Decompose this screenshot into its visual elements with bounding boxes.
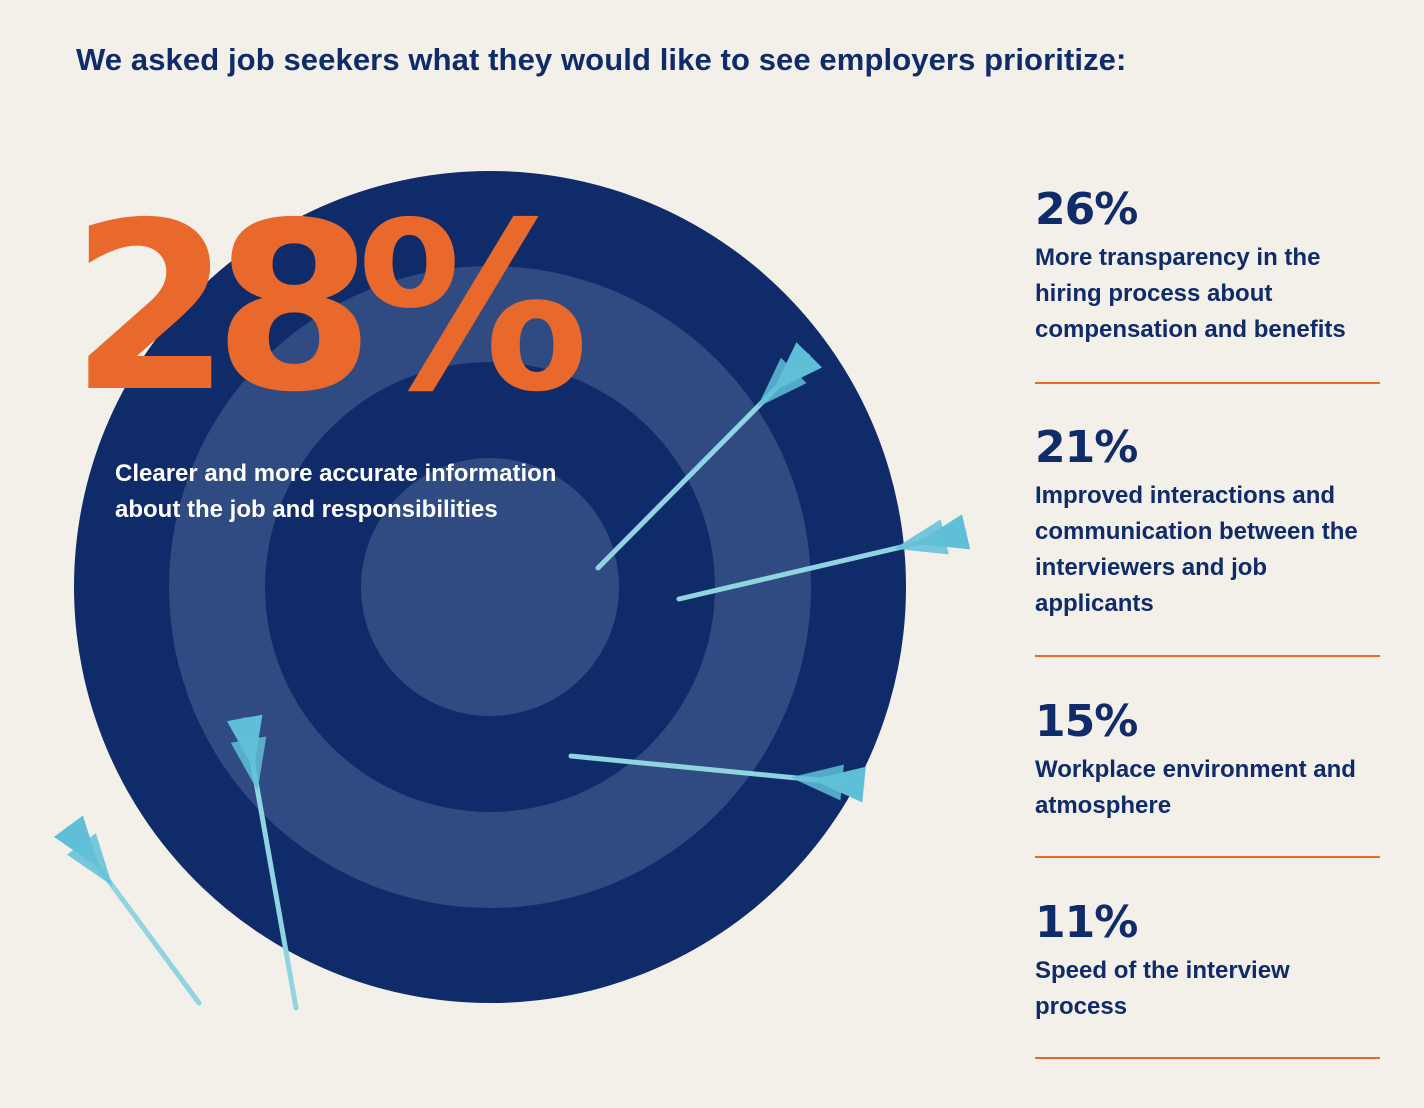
arrow-fletching — [67, 833, 113, 886]
divider — [1035, 382, 1380, 384]
main-stat-value: 28% — [70, 173, 583, 443]
divider — [1035, 655, 1380, 657]
divider — [1035, 856, 1380, 858]
arrow-icon — [568, 753, 866, 803]
stat-label: More transparency in the hiring process … — [1035, 244, 1346, 343]
stat-value: 11% — [1035, 897, 1138, 948]
stat-item-21: 21% Improved interactions and communicat… — [1035, 422, 1380, 622]
stat-value: 21% — [1035, 422, 1138, 473]
target-bullseye — [361, 458, 619, 716]
stat-item-26: 26% More transparency in the hiring proc… — [1035, 184, 1380, 348]
arrow-fletching — [790, 764, 844, 801]
arrow-icon — [676, 514, 971, 602]
stat-label: Workplace environment and atmosphere — [1035, 756, 1356, 819]
stat-label: Speed of the interview process — [1035, 957, 1290, 1020]
arrow-icon — [53, 815, 202, 1006]
arrow-icon — [595, 342, 822, 571]
arrow-fletching — [757, 357, 807, 408]
arrows-group — [53, 342, 971, 1011]
stat-item-15: 15% Workplace environment and atmosphere — [1035, 696, 1380, 824]
stat-item-11: 11% Speed of the interview process — [1035, 897, 1380, 1025]
arrow-fletching — [230, 736, 267, 791]
stat-value: 26% — [1035, 184, 1138, 235]
arrow-icon — [227, 714, 299, 1011]
stat-label: Improved interactions and communication … — [1035, 482, 1358, 617]
arrow-fletching — [894, 519, 949, 555]
page-title: We asked job seekers what they would lik… — [76, 42, 1127, 77]
main-stat-label: Clearer and more accurate information ab… — [115, 460, 557, 523]
divider — [1035, 1057, 1380, 1059]
stat-value: 15% — [1035, 696, 1138, 747]
